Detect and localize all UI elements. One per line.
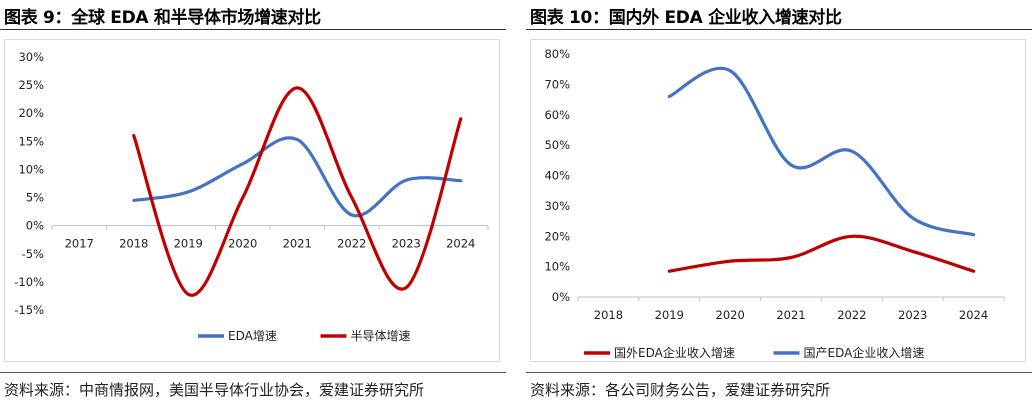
- chart-title: 图表 10：国内外 EDA 企业收入增速对比: [530, 8, 842, 28]
- x-tick-label: 2022: [337, 237, 366, 251]
- legend-label: 半导体增速: [351, 329, 411, 343]
- title-divider: [526, 29, 1032, 30]
- y-tick-label: 30%: [544, 199, 570, 213]
- y-tick-label: 80%: [544, 47, 570, 61]
- x-tick-label: 2024: [959, 308, 988, 322]
- chart-panel-global: 图表 9：全球 EDA 和半导体市场增速对比 30% 25% 20% 15% 10% 5%…: [0, 0, 506, 405]
- y-tick-label: 10%: [544, 260, 570, 274]
- x-tick-label: 2018: [594, 308, 623, 322]
- chart-panel-domestic: 图表 10：国内外 EDA 企业收入增速对比 80% 70% 60% 50% 40% 30…: [526, 0, 1032, 405]
- y-tick-label: 0%: [552, 290, 570, 304]
- chart-title: 图表 9：全球 EDA 和半导体市场增速对比: [4, 8, 321, 28]
- source-note: 资料来源：各公司财务公告，爱建证券研究所: [530, 381, 831, 399]
- x-tick-label: 2021: [283, 237, 312, 251]
- y-tick-label: 50%: [544, 138, 570, 152]
- y-tick-label: 20%: [18, 106, 44, 120]
- y-tick-label: 20%: [544, 229, 570, 243]
- x-tick-label: 2018: [119, 237, 148, 251]
- y-tick-label: -15%: [14, 303, 44, 317]
- legend-label: 国产EDA企业收入增速: [804, 345, 925, 360]
- y-tick-label: 70%: [544, 77, 570, 91]
- y-tick-label: 5%: [26, 191, 44, 205]
- source-divider: [526, 372, 1032, 373]
- legend-label: EDA增速: [228, 329, 277, 343]
- x-tick-label: 2017: [65, 237, 94, 251]
- x-tick-label: 2019: [655, 308, 684, 322]
- y-tick-label: -5%: [22, 247, 44, 261]
- x-tick-label: 2021: [776, 308, 805, 322]
- chart-domestic-foreign-eda: 80% 70% 60% 50% 40% 30% 20% 10% 0% 2018 2019 2020 20…: [544, 47, 1005, 360]
- y-tick-label: 60%: [544, 108, 570, 122]
- x-tick-label: 2024: [446, 237, 475, 251]
- y-tick-label: 25%: [18, 78, 44, 92]
- y-tick-label: 10%: [18, 162, 44, 176]
- source-note: 资料来源：中商情报网，美国半导体行业协会，爱建证券研究所: [4, 381, 425, 399]
- y-tick-label: 30%: [18, 50, 44, 64]
- chart-global-eda-semi: 30% 25% 20% 15% 10% 5% 0% -5% -10% -15% 2017 2018 20…: [14, 50, 489, 343]
- x-tick-label: 2022: [837, 308, 866, 322]
- y-tick-label: -10%: [14, 275, 44, 289]
- series-line: [132, 86, 463, 297]
- y-tick-label: 15%: [18, 134, 44, 148]
- x-tick-label: 2020: [228, 237, 257, 251]
- plot-frame: [530, 39, 1026, 362]
- series-line: [667, 66, 976, 237]
- legend-label: 国外EDA企业收入增速: [614, 345, 735, 360]
- title-divider: [0, 29, 506, 30]
- x-tick-label: 2020: [716, 308, 745, 322]
- y-tick-label: 40%: [544, 169, 570, 183]
- x-tick-label: 2019: [174, 237, 203, 251]
- plot-frame: [4, 39, 500, 362]
- source-divider: [0, 372, 506, 373]
- x-tick-label: 2023: [392, 237, 421, 251]
- y-tick-label: 0%: [26, 219, 44, 233]
- series-line: [667, 234, 976, 273]
- series-line: [132, 136, 463, 218]
- x-tick-label: 2023: [898, 308, 927, 322]
